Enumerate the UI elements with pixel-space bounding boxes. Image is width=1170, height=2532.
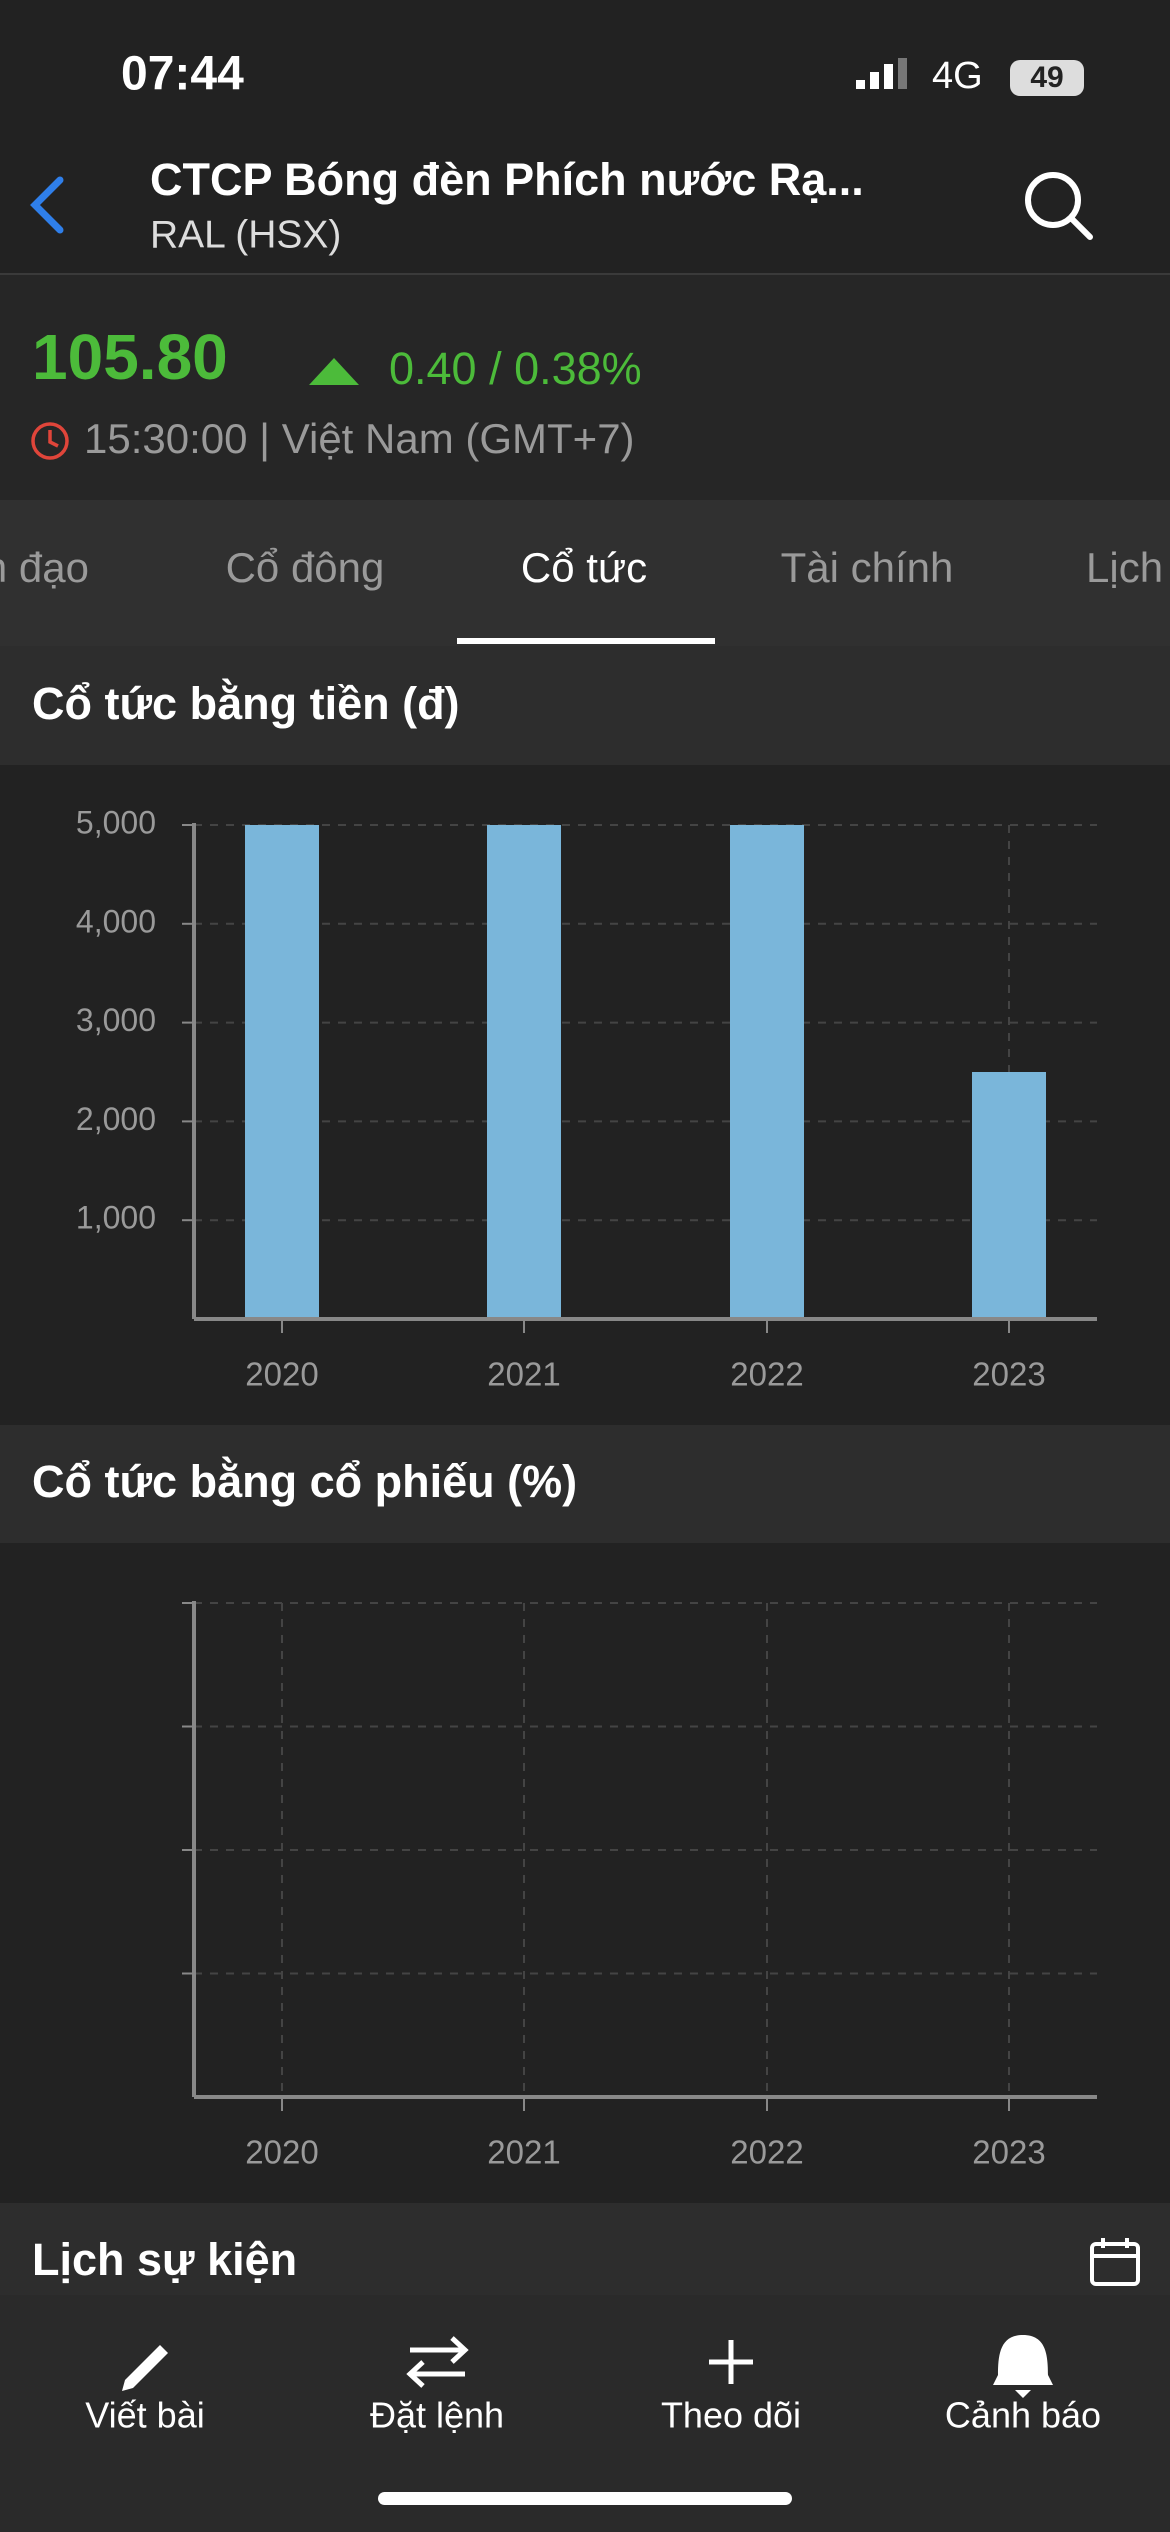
tab[interactable]: Cổ đông	[226, 544, 385, 591]
nav-label[interactable]: Đặt lệnh	[370, 2395, 504, 2436]
back-button[interactable]	[30, 176, 64, 234]
x-tick-label: 2021	[487, 1356, 560, 1393]
section-title: Cổ tức bằng cổ phiếu (%)	[32, 1456, 577, 1507]
y-tick-label: 1,000	[76, 1200, 156, 1236]
up-arrow	[309, 358, 359, 385]
network: 4G	[932, 55, 983, 97]
tab[interactable]: Tài chính	[781, 544, 954, 591]
tab[interactable]: Lịch sử	[1086, 544, 1170, 591]
quote-time: 15:30:00 | Việt Nam (GMT+7)	[84, 415, 635, 462]
y-tick-label: 5,000	[76, 804, 156, 840]
y-tick-label: 3,000	[76, 1002, 156, 1038]
bar	[245, 825, 319, 1319]
tab[interactable]: Lãnh đạo	[0, 544, 89, 591]
alert-icon[interactable]	[993, 2335, 1053, 2398]
bar	[972, 1072, 1046, 1319]
y-tick-label: 4,000	[76, 903, 156, 939]
tab-indicator	[457, 638, 715, 644]
tab-active[interactable]: Cổ tức	[521, 544, 647, 591]
price: 105.80	[32, 321, 228, 393]
bar	[730, 825, 804, 1319]
follow-icon[interactable]	[709, 2340, 753, 2384]
write-icon[interactable]	[122, 2345, 168, 2391]
header-subtitle: RAL (HSX)	[150, 213, 341, 256]
x-tick-label: 2023	[972, 2134, 1045, 2171]
x-tick-label: 2023	[972, 1356, 1045, 1393]
x-tick-label: 2022	[730, 2134, 803, 2171]
y-tick-label: 2,000	[76, 1101, 156, 1137]
search-button[interactable]	[1025, 172, 1093, 240]
section-title: Lịch sự kiện	[32, 2234, 297, 2285]
section-header	[0, 1425, 1170, 1543]
nav-label[interactable]: Theo dõi	[661, 2395, 801, 2436]
tab-bar	[0, 500, 1170, 646]
bar	[487, 825, 561, 1319]
nav-label[interactable]: Cảnh báo	[945, 2395, 1101, 2436]
nav-label[interactable]: Viết bài	[85, 2395, 204, 2436]
x-tick-label: 2021	[487, 2134, 560, 2171]
header-title: CTCP Bóng đèn Phích nước Rạ...	[150, 154, 864, 205]
x-tick-label: 2020	[245, 2134, 318, 2171]
price-change: 0.40 / 0.38%	[389, 343, 642, 394]
x-tick-label: 2022	[730, 1356, 803, 1393]
order-icon[interactable]	[406, 2336, 469, 2388]
clock-icon	[31, 422, 69, 460]
section-header	[0, 2203, 1170, 2295]
x-tick-label: 2020	[245, 1356, 318, 1393]
home-indicator	[378, 2492, 792, 2505]
battery: 49	[1030, 61, 1063, 94]
section-title: Cổ tức bằng tiền (đ)	[32, 678, 460, 729]
status-time: 07:44	[121, 48, 244, 101]
battery-icon	[1010, 60, 1084, 96]
section-header	[0, 646, 1170, 765]
signal-icon	[856, 58, 907, 89]
calendar-icon[interactable]	[1090, 2238, 1140, 2286]
quote-panel	[0, 274, 1170, 500]
